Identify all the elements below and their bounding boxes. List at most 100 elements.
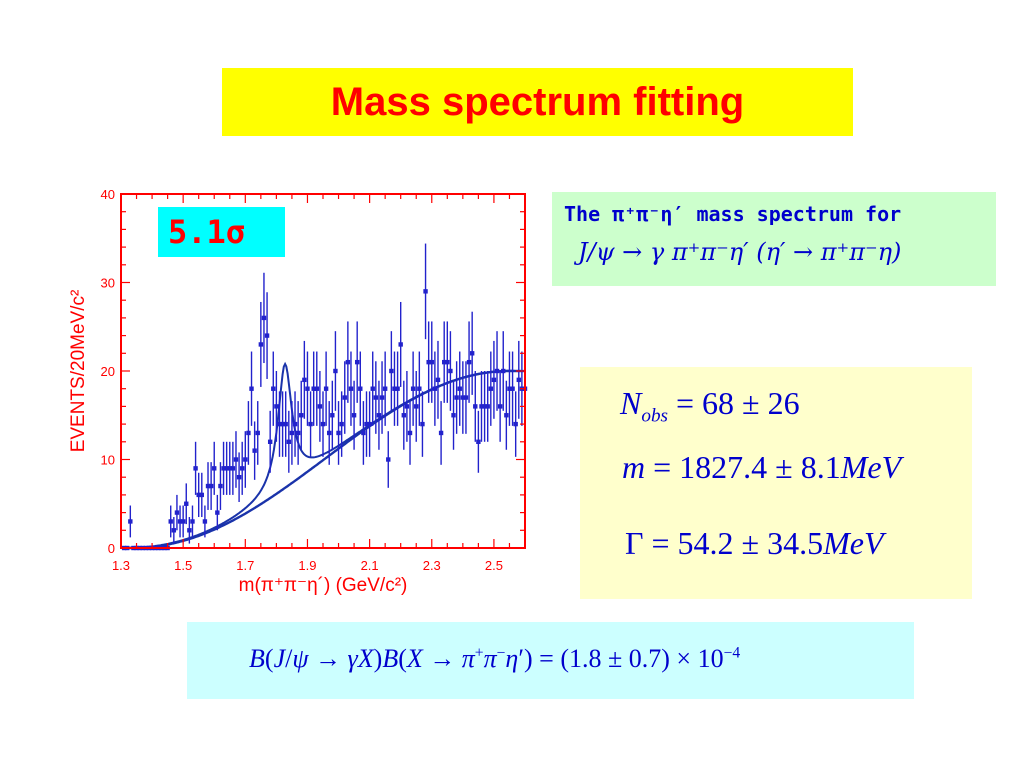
data-point: [202, 519, 208, 524]
data-point: [485, 404, 490, 409]
data-point: [379, 395, 385, 400]
data-point: [308, 421, 313, 427]
x-tick-label: 2.3: [423, 558, 441, 573]
data-point: [230, 466, 236, 471]
data-point: [367, 421, 372, 427]
branching-fraction: B(J/ψ → γX)B(X → π+π−η′) = (1.8 ± 0.7) ×…: [249, 644, 741, 673]
data-point: [286, 439, 292, 444]
data-point: [215, 510, 220, 515]
data-point: [317, 404, 323, 409]
data-point: [407, 430, 413, 436]
x-tick-label: 2.1: [361, 558, 379, 573]
total-fit-curve: [127, 361, 524, 549]
data-point: [445, 359, 450, 365]
data-point: [171, 528, 177, 533]
data-point: [249, 386, 254, 391]
data-point: [497, 404, 503, 409]
data-point: [174, 510, 180, 515]
data-point: [491, 377, 497, 383]
data-point: [392, 386, 397, 391]
data-point: [261, 315, 267, 321]
data-point: [423, 289, 428, 294]
data-point: [190, 519, 195, 524]
data-point: [205, 483, 211, 489]
data-point: [358, 386, 363, 391]
data-point: [507, 386, 512, 391]
data-point: [488, 386, 494, 391]
data-point: [442, 359, 447, 365]
data-point: [218, 483, 223, 489]
data-point: [345, 359, 351, 365]
data-point: [451, 413, 456, 418]
data-point: [373, 395, 379, 400]
data-point: [236, 475, 242, 480]
data-point: [258, 342, 264, 347]
data-point: [351, 413, 357, 418]
data-point: [420, 421, 425, 427]
data-point: [457, 386, 462, 391]
data-point: [305, 386, 310, 391]
data-point: [193, 466, 198, 471]
data-point: [482, 404, 487, 409]
significance-value: 5.1σ: [168, 213, 246, 251]
fitted-mass: m = 1827.4 ± 8.1MeV: [622, 449, 902, 485]
data-point: [370, 386, 375, 391]
data-point: [501, 368, 506, 374]
data-point: [299, 413, 304, 418]
data-point: [311, 386, 316, 391]
description-panel: The π⁺π⁻η′ mass spectrum for J/ψ → γ π⁺π…: [552, 192, 996, 286]
significance-badge: 5.1σ: [158, 207, 285, 257]
x-tick-label: 1.7: [236, 558, 254, 573]
data-point: [271, 386, 276, 391]
data-point: [274, 404, 279, 409]
data-point: [283, 421, 288, 427]
x-tick-label: 2.5: [485, 558, 503, 573]
data-point: [376, 413, 382, 418]
data-point: [510, 386, 515, 391]
data-point: [504, 413, 509, 418]
data-point: [267, 439, 273, 444]
y-tick-label: 40: [101, 187, 115, 202]
data-point: [364, 421, 369, 427]
data-point: [243, 457, 248, 462]
data-point: [398, 342, 403, 347]
data-point: [264, 333, 270, 338]
data-point: [354, 359, 360, 365]
description-line-1: The π⁺π⁻η′ mass spectrum for: [564, 202, 902, 226]
data-point: [221, 466, 226, 471]
description-line-2: J/ψ → γ π⁺π⁻η′ (η′ → π⁺π⁻η): [578, 238, 902, 266]
data-point: [448, 368, 453, 374]
x-tick-label: 1.3: [112, 558, 130, 573]
data-point: [302, 377, 307, 383]
data-point: [438, 430, 444, 436]
data-point: [196, 492, 201, 498]
data-point: [361, 430, 366, 436]
data-point: [289, 430, 295, 436]
y-tick-label: 20: [101, 364, 115, 379]
plot-layer: [121, 243, 528, 551]
data-point: [227, 466, 232, 471]
data-point: [426, 359, 431, 365]
fit-results-panel: Nobs = 68 ± 26 m = 1827.4 ± 8.1MeV Γ = 5…: [580, 367, 972, 599]
data-point: [208, 483, 214, 489]
data-point: [187, 528, 192, 533]
data-point: [386, 457, 391, 462]
data-point: [246, 430, 251, 436]
data-point: [516, 377, 521, 383]
data-point: [277, 421, 282, 427]
data-point: [476, 439, 481, 444]
data-point: [292, 421, 298, 427]
data-point: [401, 413, 406, 418]
data-point: [404, 404, 410, 409]
data-point: [414, 404, 419, 409]
data-point: [469, 351, 475, 356]
data-point: [342, 395, 347, 400]
y-tick-label: 0: [108, 541, 115, 556]
data-point: [382, 386, 388, 391]
data-point: [513, 421, 518, 427]
data-point: [224, 466, 229, 471]
y-tick-label: 10: [101, 453, 115, 468]
y-axis-label: EVENTS/20MeV/c²: [68, 290, 89, 453]
data-point: [180, 519, 186, 524]
x-tick-label: 1.5: [174, 558, 192, 573]
